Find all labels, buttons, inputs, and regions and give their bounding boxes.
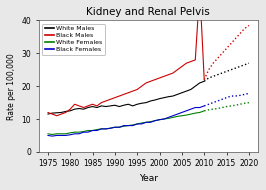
Title: Kidney and Renal Pelvis: Kidney and Renal Pelvis — [86, 7, 210, 17]
X-axis label: Year: Year — [139, 174, 158, 183]
Legend: White Males, Black Males, White Females, Black Females: White Males, Black Males, White Females,… — [42, 24, 105, 55]
Y-axis label: Rate per 100,000: Rate per 100,000 — [7, 53, 16, 120]
